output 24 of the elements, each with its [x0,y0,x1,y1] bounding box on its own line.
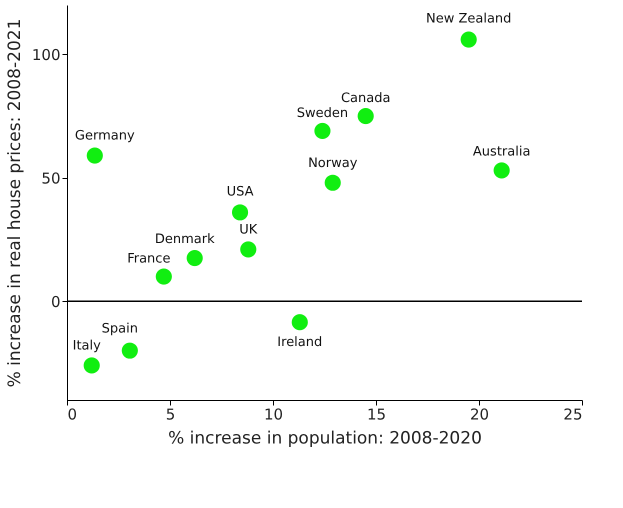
x-tick-label: 0 [68,406,78,424]
annotation: Canada [340,91,390,106]
x-axis-title: % increase in population: 2008-2020 [168,428,482,448]
annotation: USA [226,184,254,200]
annotation: Denmark [154,232,216,248]
annotation: Norway [308,156,358,171]
x-tick-label: 5 [166,406,176,424]
annotation: Germany [74,128,135,144]
y-axis-title: % increase in real house prices: 2008-2021 [4,18,25,388]
y-tick-label: 100 [32,46,60,64]
annotation: Spain [102,322,138,337]
x-tick-label: 25 [563,406,582,424]
annotation: New Zealand [426,12,512,27]
x-tick-label: 10 [264,406,284,424]
annotation: Ireland [277,335,322,350]
annotation: Italy [72,338,102,354]
annotation: Sweden [296,106,348,121]
x-tick-label: 15 [366,406,386,424]
y-tick-label: 0 [50,292,60,311]
annotation: UK [239,222,258,238]
y-tick-label: 50 [41,169,60,188]
annotation: France [127,252,170,267]
x-tick-label: 20 [470,406,490,424]
annotation: Australia [472,144,530,160]
